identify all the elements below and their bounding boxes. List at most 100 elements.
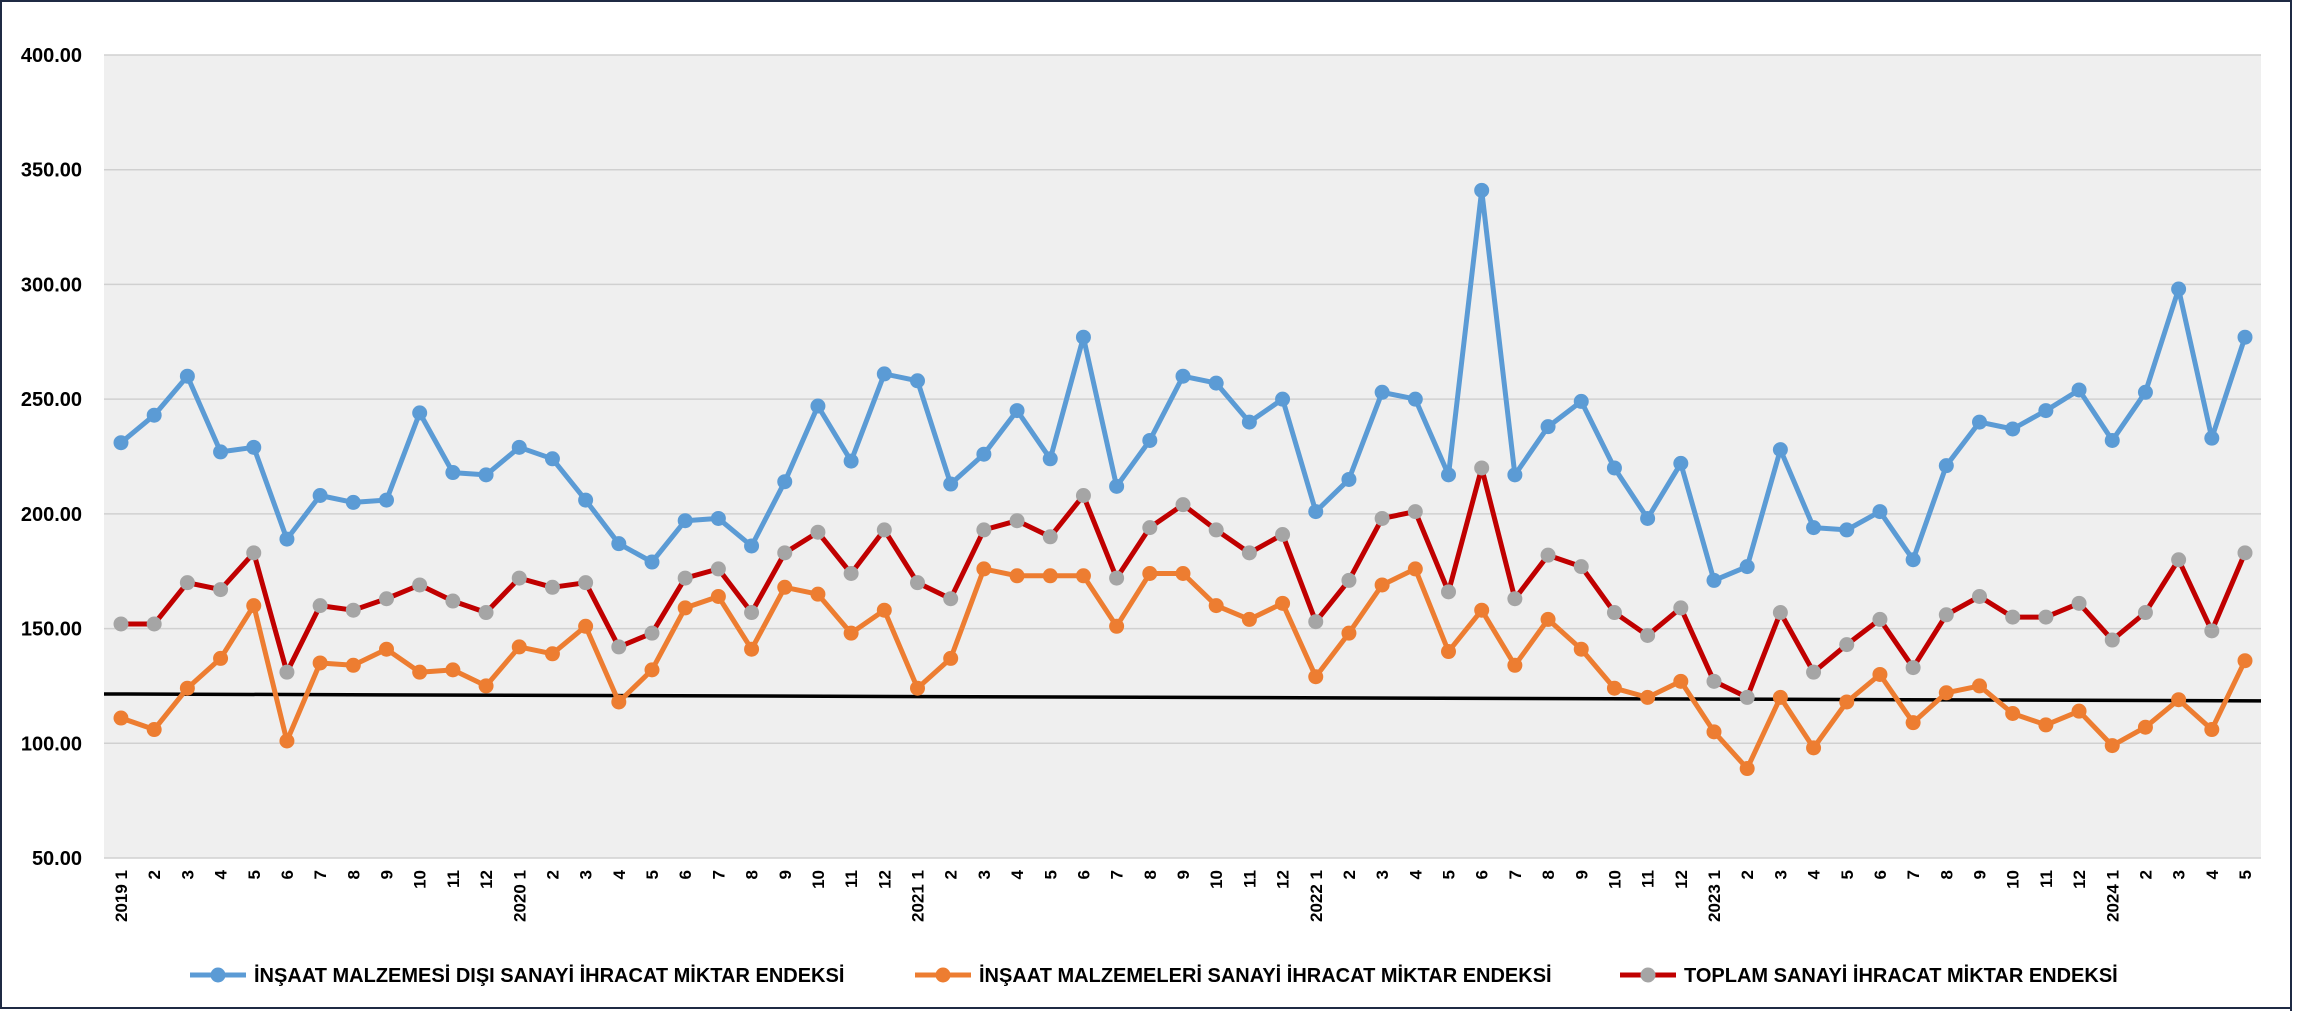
- x-tick-label: 5: [1041, 870, 1060, 879]
- data-point: [1606, 680, 1622, 696]
- data-point: [1441, 644, 1456, 660]
- data-point: [644, 662, 660, 678]
- data-point: [1872, 611, 1888, 627]
- data-point: [379, 591, 394, 607]
- x-tick-label: 9: [776, 870, 795, 879]
- y-tick-label: 300.00: [21, 274, 82, 296]
- x-tick-label: 12: [1274, 870, 1293, 889]
- data-point: [710, 588, 726, 604]
- data-point: [279, 531, 295, 547]
- data-point: [213, 444, 229, 460]
- x-tick-label: 4: [2203, 869, 2222, 879]
- data-point: [1042, 451, 1058, 467]
- data-point: [113, 616, 129, 632]
- legend-label: TOPLAM SANAYİ İHRACAT MİKTAR ENDEKSİ: [1684, 964, 2118, 987]
- data-point: [1175, 566, 1191, 582]
- data-point: [511, 639, 527, 655]
- trendline-layer: [103, 692, 2262, 703]
- data-point: [511, 570, 527, 586]
- series-1: [113, 182, 2253, 588]
- data-point: [412, 577, 428, 593]
- data-point: [2071, 595, 2087, 611]
- data-point: [246, 598, 262, 614]
- data-point: [213, 582, 229, 598]
- data-point: [345, 657, 361, 673]
- x-tick-label: 2: [1340, 870, 1359, 879]
- y-axis-ticks: 400.00 350.00 300.00 250.00 200.00 150.00 100.…: [21, 45, 82, 870]
- x-tick-label: 10: [2004, 870, 2023, 889]
- legend-label: İNŞAAT MALZEMELERİ SANAYİ İHRACAT MİKTAR…: [979, 964, 1552, 987]
- data-point: [1673, 455, 1689, 471]
- x-tick-label: 8: [1141, 870, 1160, 879]
- data-point: [1109, 618, 1125, 634]
- data-point: [379, 492, 394, 508]
- x-tick-label: 9: [1572, 870, 1591, 879]
- x-tick-label: 3: [577, 870, 596, 879]
- data-point: [511, 439, 527, 455]
- data-point: [1673, 600, 1689, 616]
- data-point: [710, 510, 726, 526]
- data-point: [1507, 657, 1523, 673]
- x-tick-label: 12: [875, 870, 894, 889]
- data-point: [843, 625, 859, 641]
- data-point: [1839, 522, 1855, 538]
- data-point: [113, 710, 129, 726]
- data-point: [1739, 559, 1755, 575]
- data-point: [1540, 611, 1556, 627]
- x-axis-ticks: 2019 1 2 3 4 5 6 7 8 9 10 11 12 2020 1 2 3 4 5 6 7 8 9 10 11 12…: [112, 869, 2255, 922]
- x-tick-label: 6: [1871, 870, 1890, 879]
- x-tick-label: 3: [1771, 870, 1790, 879]
- data-point: [1374, 384, 1390, 400]
- data-point: [2104, 738, 2120, 754]
- data-point: [2038, 717, 2054, 733]
- data-point: [1109, 570, 1125, 586]
- data-point: [578, 492, 594, 508]
- data-point: [2005, 609, 2021, 625]
- data-point: [1374, 577, 1390, 593]
- data-point: [412, 664, 428, 680]
- x-tick-label: 5: [2236, 870, 2255, 879]
- data-point: [677, 570, 693, 586]
- data-point: [1275, 527, 1291, 543]
- data-point: [1109, 478, 1125, 494]
- data-point: [1640, 510, 1656, 526]
- data-point: [1540, 547, 1556, 563]
- data-point: [843, 566, 859, 582]
- x-tick-label: 4: [212, 869, 231, 879]
- data-point: [2171, 552, 2187, 568]
- data-point: [777, 474, 793, 490]
- data-point: [1142, 432, 1158, 448]
- data-point: [1872, 504, 1888, 520]
- x-tick-label: 8: [1937, 870, 1956, 879]
- data-point: [1573, 393, 1589, 409]
- data-point: [1573, 559, 1589, 575]
- data-point: [1905, 660, 1921, 676]
- data-point: [1606, 460, 1622, 476]
- data-point: [943, 591, 959, 607]
- x-tick-label: 7: [1506, 870, 1525, 879]
- data-point: [2237, 545, 2253, 561]
- legend-marker: [1640, 967, 1656, 983]
- data-point: [1972, 678, 1987, 694]
- data-point: [2104, 432, 2120, 448]
- x-tick-label: 6: [1473, 870, 1492, 879]
- data-point: [1739, 761, 1755, 777]
- data-point: [1739, 689, 1755, 705]
- data-point: [644, 625, 660, 641]
- data-point: [611, 694, 627, 710]
- data-point: [445, 662, 461, 678]
- x-tick-label: 3: [178, 870, 197, 879]
- x-tick-label: 8: [344, 870, 363, 879]
- x-tick-label: 6: [1074, 870, 1093, 879]
- x-tick-label: 2: [942, 870, 961, 879]
- x-tick-label: 2023 1: [1705, 870, 1724, 922]
- data-point: [113, 435, 129, 451]
- data-point: [279, 664, 295, 680]
- data-point: [1042, 529, 1058, 545]
- data-point: [777, 545, 793, 561]
- plot-area: [104, 55, 2261, 858]
- data-point: [544, 579, 560, 595]
- data-point: [1806, 740, 1822, 756]
- data-point: [2171, 281, 2187, 297]
